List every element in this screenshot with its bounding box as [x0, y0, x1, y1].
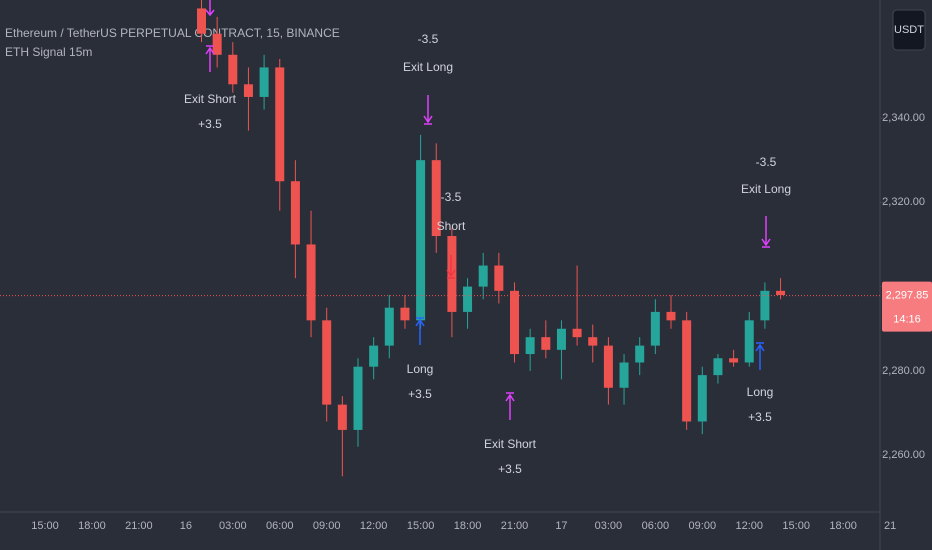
signal-label: +3.5 — [198, 117, 222, 131]
candle-body — [760, 290, 770, 321]
x-tick-label: 21 — [884, 520, 896, 532]
candle-body — [275, 67, 285, 182]
candle-body — [212, 33, 222, 55]
candle-body — [588, 337, 598, 346]
candle-body — [682, 320, 692, 422]
candle-body — [572, 328, 582, 338]
chart-title: Ethereum / TetherUS PERPETUAL CONTRACT, … — [5, 26, 340, 40]
x-tick-label: 15:00 — [782, 520, 810, 532]
candle-body — [556, 328, 566, 350]
x-tick-label: 21:00 — [125, 520, 153, 532]
y-tick-label: 2,260.00 — [882, 449, 925, 461]
signal-label: Long — [407, 362, 434, 376]
signal-label: Exit Long — [403, 60, 453, 74]
candle-body — [619, 362, 629, 388]
x-tick-label: 09:00 — [689, 520, 717, 532]
candle-body — [525, 337, 535, 355]
candle-body — [494, 265, 504, 291]
x-tick-label: 12:00 — [360, 520, 388, 532]
candle-body — [431, 160, 441, 237]
x-tick-label: 06:00 — [642, 520, 670, 532]
x-tick-label: 18:00 — [829, 520, 857, 532]
chart-subtitle: ETH Signal 15m — [5, 45, 92, 59]
candle-body — [650, 311, 660, 346]
x-tick-label: 15:00 — [407, 520, 435, 532]
x-tick-label: 03:00 — [219, 520, 247, 532]
candle-body — [290, 181, 300, 245]
signal-arrowhead — [761, 238, 771, 247]
last-price-label: 2,297.85 — [886, 290, 929, 302]
candle-body — [353, 366, 363, 430]
candle-body — [463, 286, 473, 312]
x-tick-label: 17 — [555, 520, 567, 532]
x-tick-label: 12:00 — [735, 520, 763, 532]
candle-body — [729, 358, 739, 363]
currency-button[interactable] — [892, 9, 926, 51]
candle-body — [603, 345, 613, 388]
candle-body — [697, 375, 707, 422]
candle-body — [337, 404, 347, 430]
last-price-box — [882, 281, 932, 332]
signal-label: Exit Short — [484, 437, 537, 451]
signal-label: +3.5 — [408, 387, 432, 401]
y-tick-label: 2,280.00 — [882, 365, 925, 377]
candle-body — [243, 84, 253, 97]
x-tick-label: 06:00 — [266, 520, 294, 532]
x-tick-label: 15:00 — [31, 520, 59, 532]
candle-body — [776, 290, 786, 296]
candle-body — [541, 337, 551, 350]
candle-body — [306, 244, 316, 321]
candle-body — [228, 54, 238, 85]
x-tick-label: 03:00 — [595, 520, 623, 532]
y-tick-label: 2,340.00 — [882, 112, 925, 124]
candle-body — [713, 358, 723, 376]
candle-body — [666, 311, 676, 321]
x-tick-label: 09:00 — [313, 520, 341, 532]
x-tick-label: 18:00 — [454, 520, 482, 532]
signal-arrowhead — [205, 46, 215, 55]
signal-arrowhead — [505, 393, 515, 402]
candle-body — [400, 307, 410, 321]
candle-body — [369, 345, 379, 367]
x-tick-label: 18:00 — [78, 520, 106, 532]
signal-label: Long — [747, 385, 774, 399]
signal-label: +3.5 — [498, 462, 522, 476]
signal-label: Exit Long — [741, 182, 791, 196]
signal-arrowhead — [423, 115, 433, 124]
x-tick-label: 21:00 — [501, 520, 529, 532]
signal-label: Short — [437, 219, 466, 233]
candle-body — [384, 307, 394, 346]
candle-body — [322, 320, 332, 405]
candle-body — [416, 160, 426, 321]
candle-body — [744, 320, 754, 363]
countdown-label: 14:16 — [893, 314, 921, 326]
signal-arrowhead — [446, 269, 456, 278]
signal-label: -3.5 — [418, 32, 439, 46]
candle-body — [510, 290, 519, 355]
currency-label: USDT — [894, 24, 924, 36]
signal-arrowhead — [415, 318, 425, 327]
x-tick-label: 16 — [180, 520, 192, 532]
signal-arrow-top — [205, 0, 215, 17]
signal-arrowhead — [755, 343, 765, 352]
candle-body — [197, 8, 206, 34]
y-tick-label: 2,320.00 — [882, 196, 925, 208]
signal-label: -3.5 — [441, 190, 462, 204]
candle-body — [259, 67, 269, 97]
signal-label: +3.5 — [748, 410, 772, 424]
candle-body — [635, 345, 645, 363]
candle-body — [478, 265, 488, 287]
signal-label: -3.5 — [756, 155, 777, 169]
signal-label: Exit Short — [184, 92, 237, 106]
